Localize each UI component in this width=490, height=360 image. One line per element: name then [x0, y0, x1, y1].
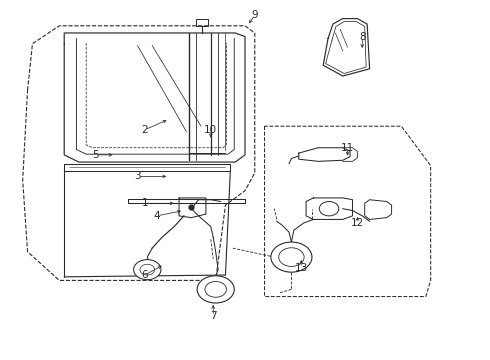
Text: 10: 10: [204, 125, 218, 135]
Circle shape: [319, 202, 339, 216]
Circle shape: [134, 260, 161, 280]
Text: 2: 2: [142, 125, 148, 135]
Text: 3: 3: [134, 171, 141, 181]
Text: 13: 13: [294, 263, 308, 273]
Circle shape: [205, 282, 226, 297]
Circle shape: [197, 276, 234, 303]
Text: 1: 1: [142, 198, 148, 208]
Circle shape: [279, 248, 304, 266]
Text: 7: 7: [210, 311, 217, 321]
Text: 6: 6: [142, 270, 148, 280]
Text: 5: 5: [93, 150, 99, 160]
Circle shape: [140, 264, 155, 275]
Circle shape: [271, 242, 312, 272]
Text: 8: 8: [359, 32, 366, 41]
Text: 11: 11: [341, 143, 354, 153]
Text: 9: 9: [251, 10, 258, 20]
Text: 12: 12: [351, 218, 364, 228]
Text: 4: 4: [154, 211, 160, 221]
